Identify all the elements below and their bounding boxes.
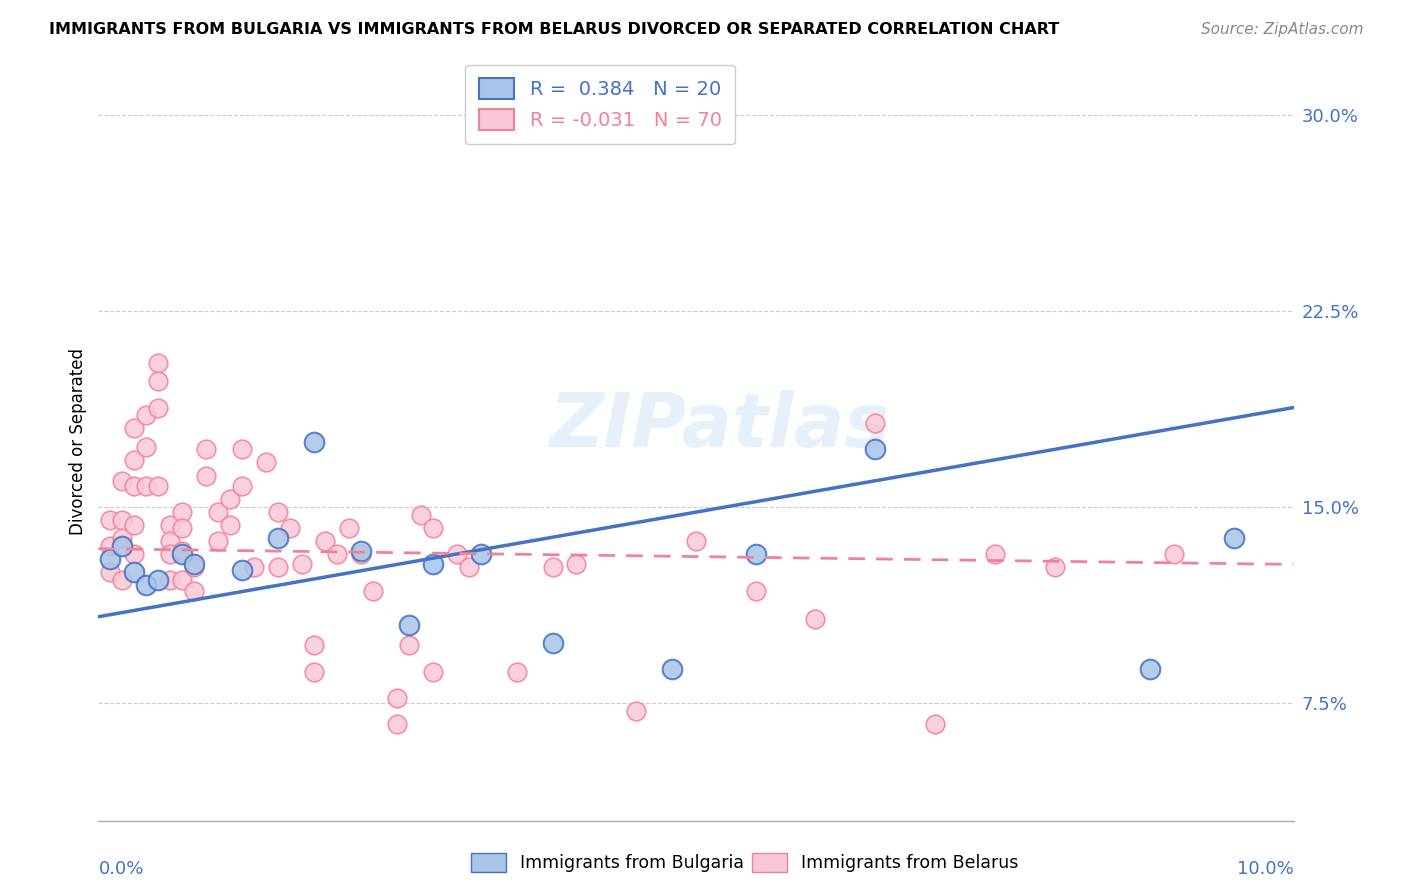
Point: [291, 558, 314, 572]
Point: [385, 690, 409, 705]
Point: [195, 468, 218, 483]
Point: [98, 539, 122, 553]
Text: 0.0%: 0.0%: [98, 860, 143, 878]
Point: [135, 440, 157, 454]
Text: Immigrants from Bulgaria: Immigrants from Bulgaria: [520, 855, 744, 872]
Text: 10.0%: 10.0%: [1237, 860, 1294, 878]
Point: [231, 479, 253, 493]
Point: [685, 533, 707, 548]
Point: [148, 479, 170, 493]
Point: [385, 717, 409, 731]
Point: [172, 547, 194, 561]
Point: [661, 662, 683, 676]
Point: [111, 531, 134, 545]
Point: [1043, 560, 1066, 574]
Point: [195, 442, 218, 457]
Legend: R =  0.384   N = 20, R = -0.031   N = 70: R = 0.384 N = 20, R = -0.031 N = 70: [465, 64, 735, 144]
Point: [98, 566, 122, 580]
Point: [458, 560, 481, 574]
Point: [219, 518, 242, 533]
Point: [231, 442, 253, 457]
Point: [207, 533, 229, 548]
Point: [363, 583, 385, 598]
Text: Source: ZipAtlas.com: Source: ZipAtlas.com: [1201, 22, 1364, 37]
Point: [254, 455, 277, 469]
Point: [172, 573, 194, 587]
Point: [219, 491, 242, 506]
Point: [124, 518, 146, 533]
Point: [984, 547, 1007, 561]
Point: [422, 521, 444, 535]
Point: [183, 560, 205, 574]
Point: [111, 513, 134, 527]
Point: [865, 416, 887, 430]
Point: [1163, 547, 1185, 561]
Point: [111, 573, 134, 587]
Point: [159, 547, 181, 561]
Point: [231, 563, 253, 577]
Point: [350, 544, 373, 558]
Point: [326, 547, 349, 561]
Point: [98, 513, 122, 527]
Point: [1139, 662, 1161, 676]
Point: [745, 547, 768, 561]
Point: [159, 533, 181, 548]
Point: [98, 552, 122, 566]
Point: [541, 636, 564, 650]
Point: [339, 521, 361, 535]
Point: [183, 583, 205, 598]
Point: [148, 573, 170, 587]
Point: [302, 434, 325, 449]
Text: Immigrants from Belarus: Immigrants from Belarus: [801, 855, 1019, 872]
Point: [804, 612, 827, 626]
Point: [924, 717, 946, 731]
Point: [172, 505, 194, 519]
Point: [267, 531, 290, 545]
Point: [148, 356, 170, 370]
Point: [172, 521, 194, 535]
Text: ZIPatlas: ZIPatlas: [550, 390, 890, 463]
Point: [446, 547, 468, 561]
Point: [148, 401, 170, 415]
Y-axis label: Divorced or Separated: Divorced or Separated: [69, 348, 87, 535]
Point: [506, 665, 529, 679]
Point: [124, 421, 146, 435]
Point: [124, 566, 146, 580]
Point: [183, 558, 205, 572]
Point: [541, 560, 564, 574]
Point: [172, 544, 194, 558]
Point: [278, 521, 301, 535]
Point: [315, 533, 337, 548]
Point: [135, 578, 157, 592]
Point: [124, 479, 146, 493]
Point: [398, 639, 420, 653]
Point: [267, 505, 290, 519]
Point: [565, 558, 588, 572]
Point: [422, 665, 444, 679]
Point: [422, 558, 444, 572]
Point: [350, 547, 373, 561]
Point: [159, 518, 181, 533]
Point: [865, 442, 887, 457]
Point: [398, 617, 420, 632]
Point: [124, 453, 146, 467]
Point: [745, 583, 768, 598]
Point: [111, 539, 134, 553]
Point: [135, 479, 157, 493]
Point: [411, 508, 433, 522]
Point: [207, 505, 229, 519]
Point: [302, 639, 325, 653]
Point: [135, 409, 157, 423]
Point: [148, 375, 170, 389]
Point: [302, 665, 325, 679]
Point: [111, 474, 134, 488]
Point: [243, 560, 266, 574]
Point: [1223, 531, 1246, 545]
Point: [267, 560, 290, 574]
Text: IMMIGRANTS FROM BULGARIA VS IMMIGRANTS FROM BELARUS DIVORCED OR SEPARATED CORREL: IMMIGRANTS FROM BULGARIA VS IMMIGRANTS F…: [49, 22, 1060, 37]
Point: [159, 573, 181, 587]
Point: [470, 547, 492, 561]
Point: [124, 547, 146, 561]
Point: [626, 704, 648, 718]
